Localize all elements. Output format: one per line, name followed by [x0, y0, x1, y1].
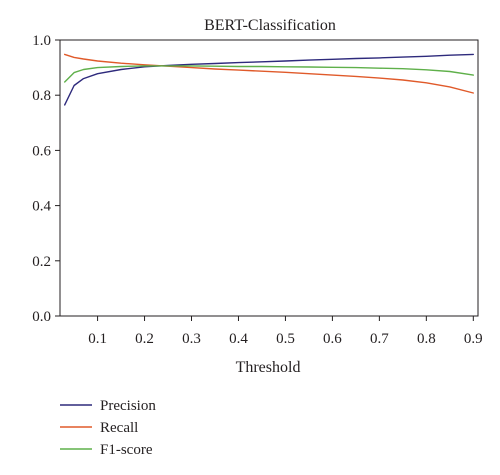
y-tick-label: 0.0: [32, 309, 51, 325]
precision-line: [63, 53, 474, 106]
x-axis-label: Threshold: [236, 359, 301, 376]
x-tick-label: 0.8: [417, 331, 436, 347]
x-tick-label: 0.1: [88, 331, 107, 347]
legend-label-precision: Precision: [100, 398, 156, 414]
chart-title: BERT-Classification: [204, 17, 336, 34]
x-tick-label: 0.4: [229, 331, 248, 347]
x-tick-label: 0.6: [323, 331, 342, 347]
x-tick-label: 0.5: [276, 331, 295, 347]
recall-line: [63, 53, 474, 94]
x-tick-label: 0.9: [464, 331, 483, 347]
axes: 0.0 0.2 0.4 0.6 0.8 1.0 0.1 0.2 0.3 0.4 0.5 0.6 0.7 0…: [32, 33, 482, 347]
f1-score-line: [63, 65, 474, 83]
x-tick-label: 0.3: [182, 331, 201, 347]
plot-frame: [59, 39, 479, 317]
y-tick-label: 1.0: [32, 33, 51, 49]
y-tick-label: 0.6: [32, 143, 51, 159]
y-tick-label: 0.2: [32, 254, 51, 270]
series-layer: [63, 53, 474, 106]
legend-label-recall: Recall: [100, 420, 138, 436]
x-tick-label: 0.7: [370, 331, 389, 347]
x-tick-label: 0.2: [135, 331, 154, 347]
legend-label-f1-score: F1-score: [100, 442, 153, 458]
y-tick-label: 0.8: [32, 88, 51, 104]
legend: Precision Recall F1-score: [60, 398, 156, 458]
y-tick-label: 0.4: [32, 199, 51, 215]
